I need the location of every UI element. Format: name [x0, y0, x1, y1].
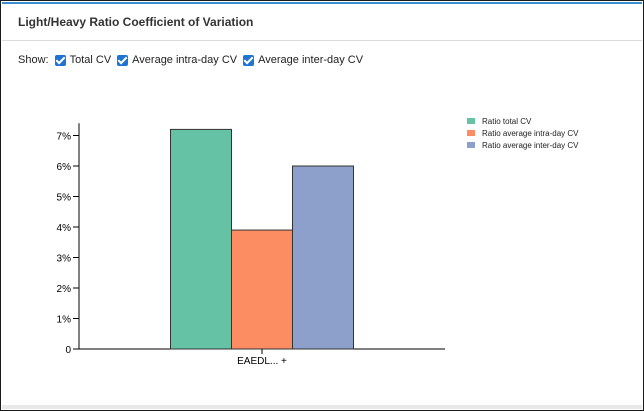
- legend-swatch: [467, 142, 475, 148]
- checkbox-checked-icon[interactable]: [243, 54, 255, 66]
- legend-label: Ratio average intra-day CV: [482, 129, 579, 138]
- inter-day-cv-toggle[interactable]: Average inter-day CV: [243, 54, 363, 66]
- intra-day-cv-toggle[interactable]: Average intra-day CV: [117, 54, 237, 66]
- y-tick-label: 5%: [57, 193, 72, 204]
- bar: [231, 229, 293, 350]
- y-tick-label: 2%: [57, 284, 72, 295]
- show-label: Show:: [18, 54, 49, 66]
- bar: [292, 165, 354, 350]
- y-tick-label: 3%: [57, 254, 72, 265]
- legend-swatch: [467, 118, 475, 124]
- intra-day-cv-toggle-label: Average intra-day CV: [132, 54, 238, 66]
- bar: [170, 128, 232, 350]
- panel-accent-bar: [2, 2, 642, 4]
- y-tick-label: 0: [65, 345, 71, 356]
- panel-bottom-border: [2, 405, 642, 409]
- series-toggle-row: Show: Total CV Average intra-day CV Aver…: [18, 54, 369, 66]
- y-tick-label: 1%: [57, 315, 72, 326]
- checkbox-checked-icon[interactable]: [54, 54, 66, 66]
- panel-title: Light/Heavy Ratio Coefficient of Variati…: [18, 15, 254, 29]
- inter-day-cv-toggle-label: Average inter-day CV: [258, 54, 364, 66]
- cv-bar-chart: 0 1% 2% 3% 4% 5% 6% 7% EAEDL... + Ratio total CV R…: [57, 117, 580, 367]
- checkbox-checked-icon[interactable]: [117, 54, 129, 66]
- panel-header: Light/Heavy Ratio Coefficient of Variati…: [2, 4, 642, 41]
- y-tick-label: 4%: [57, 223, 72, 234]
- total-cv-toggle[interactable]: Total CV: [54, 54, 112, 66]
- y-tick-label: 7%: [57, 132, 72, 143]
- legend-swatch: [467, 130, 475, 136]
- legend-label: Ratio total CV: [482, 117, 532, 126]
- y-tick-label: 6%: [57, 162, 72, 173]
- x-tick-label: EAEDL... +: [237, 356, 287, 367]
- legend-label: Ratio average inter-day CV: [482, 141, 579, 150]
- total-cv-toggle-label: Total CV: [69, 54, 112, 66]
